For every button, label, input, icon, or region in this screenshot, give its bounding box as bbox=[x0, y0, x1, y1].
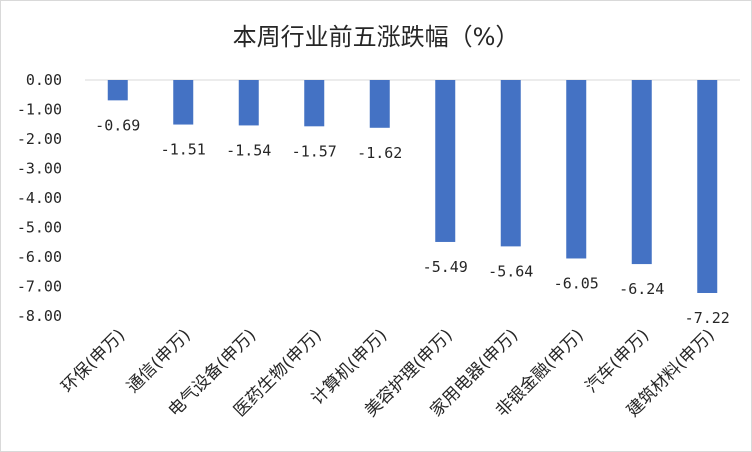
y-tick-label: -2.00 bbox=[17, 130, 62, 148]
bar bbox=[631, 80, 652, 265]
bar bbox=[697, 80, 718, 293]
data-label: -5.49 bbox=[423, 258, 468, 276]
bar bbox=[304, 80, 325, 127]
bar bbox=[173, 80, 194, 125]
y-tick-label: -6.00 bbox=[17, 248, 62, 266]
bar bbox=[435, 80, 456, 242]
bar bbox=[566, 80, 587, 259]
y-axis-ticks: 0.00 -1.00 -2.00 -3.00 -4.00 -5.00 -6.00 -7.00 -… bbox=[17, 71, 62, 325]
category-labels: 环保(申万)通信(申万)电气设备(申万)医药生物(申万)计算机(申万)美容护理(… bbox=[58, 325, 719, 421]
bar bbox=[369, 80, 390, 128]
y-tick-label: -7.00 bbox=[17, 278, 62, 296]
data-label: -6.24 bbox=[619, 280, 664, 298]
bar bbox=[107, 80, 128, 101]
y-tick-label: 0.00 bbox=[26, 71, 62, 89]
bar bbox=[500, 80, 521, 247]
data-label: -0.69 bbox=[95, 116, 140, 134]
data-label: -1.54 bbox=[226, 141, 271, 159]
bar bbox=[238, 80, 259, 126]
data-label: -7.22 bbox=[685, 309, 730, 327]
y-tick-label: -4.00 bbox=[17, 189, 62, 207]
y-tick-label: -5.00 bbox=[17, 219, 62, 237]
data-label: -6.05 bbox=[554, 274, 599, 292]
chart-title: 本周行业前五涨跌幅（%） bbox=[233, 23, 520, 51]
y-tick-label: -1.00 bbox=[17, 101, 62, 119]
data-label: -1.57 bbox=[292, 142, 337, 160]
bars bbox=[107, 80, 718, 293]
data-label: -1.51 bbox=[161, 141, 206, 159]
y-tick-label: -3.00 bbox=[17, 160, 62, 178]
y-tick-label: -8.00 bbox=[17, 307, 62, 325]
data-label: -1.62 bbox=[357, 144, 402, 162]
value-labels: -0.69 -1.51 -1.54 -1.57 -1.62 -5.49 -5.64 -6.05… bbox=[95, 116, 730, 327]
data-label: -5.64 bbox=[488, 262, 533, 280]
category-label: 环保(申万) bbox=[58, 325, 130, 397]
